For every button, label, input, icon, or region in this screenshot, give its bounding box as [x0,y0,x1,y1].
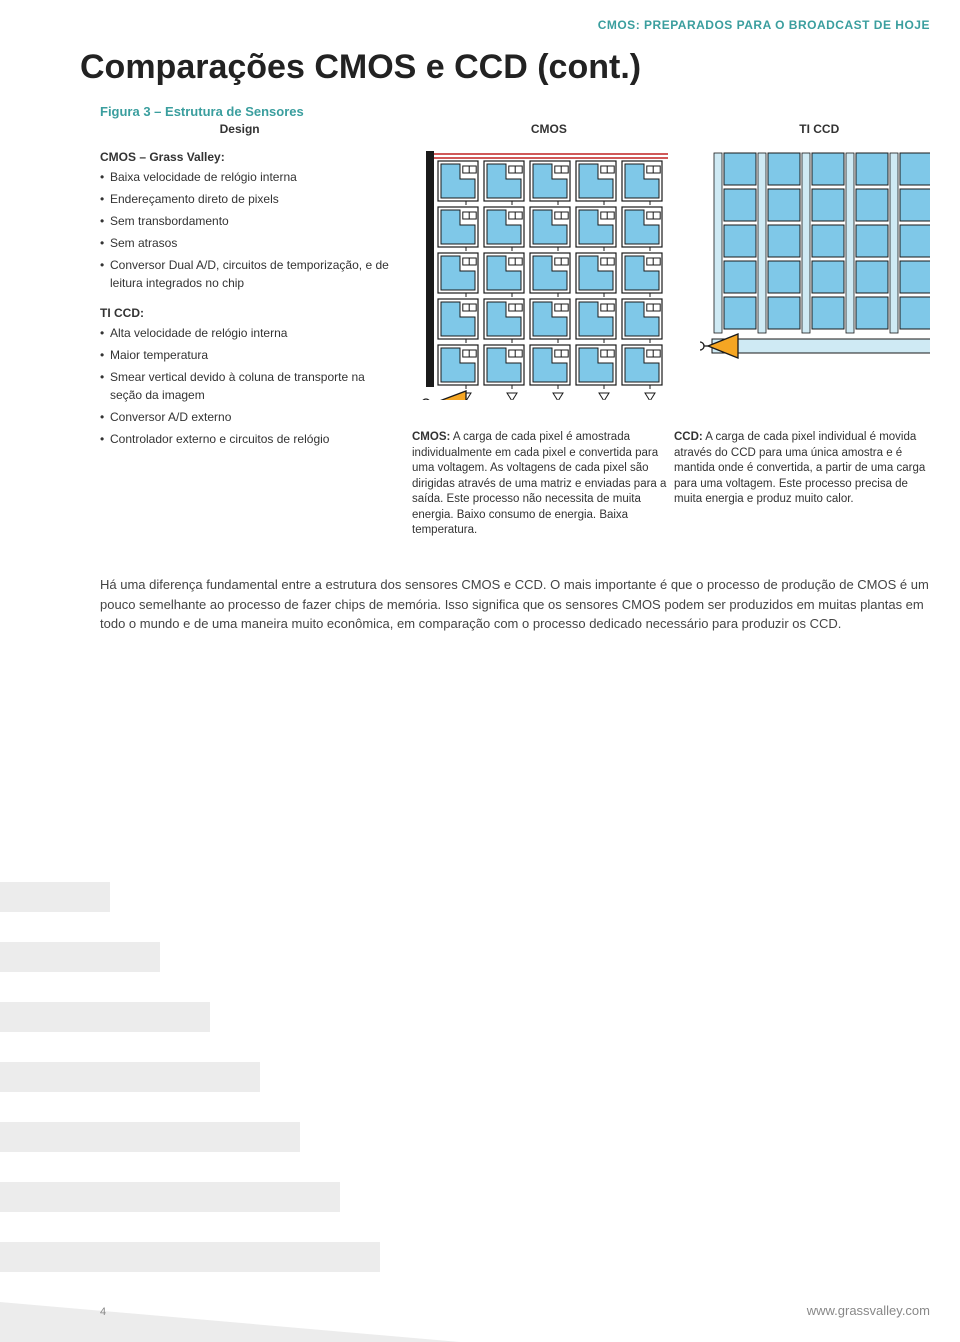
ccd-desc-label: CCD: [674,431,703,443]
col-header-design: Design [100,122,379,136]
design-column: CMOS – Grass Valley: Baixa velocidade de… [100,142,390,460]
design-list-item: Conversor Dual A/D, circuitos de tempori… [100,254,390,294]
header-tag: CMOS: PREPARADOS PARA O BROADCAST DE HOJ… [598,18,930,32]
cmos-description: CMOS: A carga de cada pixel é amostrada … [412,430,668,539]
cmos-desc-text: A carga de cada pixel é amostrada indivi… [412,431,666,536]
design-list-item: Sem transbordamento [100,210,390,232]
ccd-description: CCD: A carga de cada pixel individual é … [674,430,930,539]
footer-url: www.grassvalley.com [807,1303,930,1318]
design-group2-list: Alta velocidade de relógio internaMaior … [100,322,390,450]
cmos-sensor-diagram [420,145,675,400]
design-list-item: Conversor A/D externo [100,406,390,428]
design-list-item: Controlador externo e circuitos de relóg… [100,428,390,450]
col-header-ticcd: TI CCD [709,122,930,136]
design-group1-list: Baixa velocidade de relógio internaEnder… [100,166,390,294]
design-group2-title: TI CCD: [100,304,390,322]
ccd-sensor-diagram [700,145,930,400]
design-group1-title: CMOS – Grass Valley: [100,148,390,166]
page-title: Comparações CMOS e CCD (cont.) [80,48,641,87]
page-number: 4 [100,1306,106,1318]
design-list-item: Sem atrasos [100,232,390,254]
watermark-graphic [0,802,460,1342]
body-paragraph: Há uma diferença fundamental entre a est… [100,575,930,634]
design-list-item: Alta velocidade de relógio interna [100,322,390,344]
design-list-item: Endereçamento direto de pixels [100,188,390,210]
ccd-desc-text: A carga de cada pixel individual é movid… [674,431,925,505]
descriptions-row: CMOS: A carga de cada pixel é amostrada … [412,430,930,539]
col-header-cmos: CMOS [409,122,688,136]
figure-title: Figura 3 – Estrutura de Sensores [100,104,304,119]
design-list-item: Baixa velocidade de relógio interna [100,166,390,188]
column-headers-row: Design CMOS TI CCD [100,122,930,136]
cmos-desc-label: CMOS: [412,431,450,443]
design-list-item: Maior temperatura [100,344,390,366]
design-list-item: Smear vertical devido à coluna de transp… [100,366,390,406]
